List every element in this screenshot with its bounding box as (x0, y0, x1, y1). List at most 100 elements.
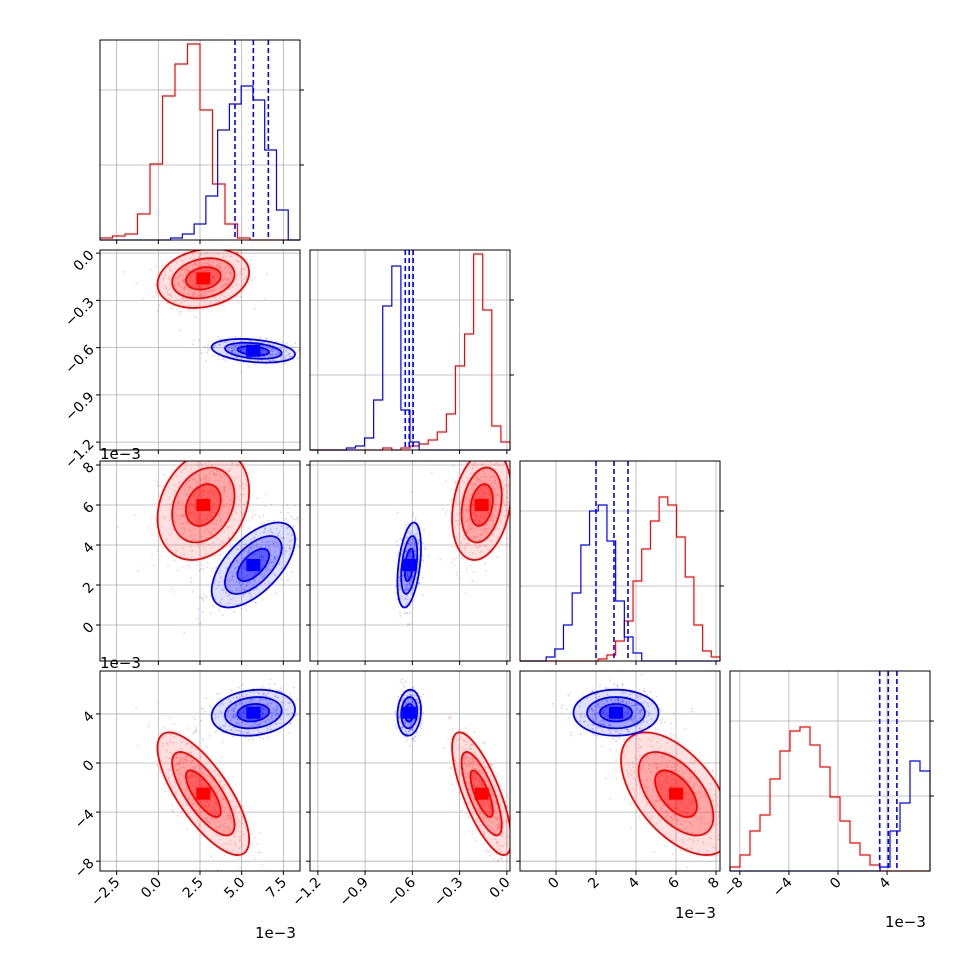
x-tick-label: 4 (876, 874, 894, 892)
blue-sample-point (262, 699, 265, 701)
blue-sample-point (408, 553, 411, 556)
blue-sample-point (260, 707, 263, 710)
blue-sample-point (251, 705, 254, 708)
blue-sample-point (401, 575, 404, 578)
red-sample-point (224, 278, 226, 280)
blue-sample-point (236, 587, 238, 590)
red-sample-point (202, 785, 205, 787)
blue-sample-point (257, 692, 260, 695)
blue-sample-point (293, 518, 296, 521)
blue-sample-point (398, 611, 401, 613)
red-sample-point (169, 503, 171, 506)
blue-sample-point (302, 724, 304, 726)
blue-sample-point (231, 351, 234, 354)
red-sample-point (483, 481, 486, 484)
blue-sample-point (412, 737, 415, 740)
red-sample-point (196, 512, 199, 515)
red-sample-point (240, 845, 243, 848)
red-sample-point (629, 737, 632, 740)
blue-sample-point (282, 358, 285, 361)
red-sample-point (479, 515, 482, 518)
red-sample-point (199, 488, 201, 491)
blue-sample-point (636, 704, 639, 706)
red-sample-point (476, 514, 479, 517)
blue-sample-point (240, 349, 243, 352)
red-sample-point (201, 778, 204, 781)
red-sample-point (190, 467, 193, 470)
blue-sample-point (408, 555, 411, 557)
red-sample-point (222, 270, 225, 273)
blue-sample-point (268, 583, 271, 585)
red-sample-point (507, 501, 509, 504)
red-sample-point (192, 775, 194, 777)
blue-sample-point (262, 737, 265, 740)
red-sample-point (475, 469, 478, 472)
red-sample-point (223, 278, 225, 280)
blue-sample-point (408, 623, 411, 625)
blue-sample-point (258, 723, 261, 726)
blue-sample-point (258, 723, 261, 726)
red-sample-point (173, 284, 176, 287)
red-sample-point (221, 292, 224, 295)
blue-sample-point (289, 547, 292, 550)
red-peak-cell (669, 787, 683, 800)
blue-sample-point (413, 550, 416, 553)
red-sample-point (178, 482, 181, 485)
red-sample-point (668, 751, 671, 754)
red-sample-point (208, 514, 210, 517)
red-sample-point (219, 266, 221, 269)
red-sample-point (204, 301, 207, 304)
red-sample-point (481, 487, 483, 489)
red-sample-point (220, 508, 223, 511)
red-sample-point (467, 525, 470, 528)
blue-sample-point (217, 716, 220, 718)
red-sample-point (663, 845, 666, 848)
blue-sample-point (600, 723, 603, 726)
red-sample-point (653, 850, 656, 853)
red-sample-point (704, 829, 707, 832)
blue-sample-point (244, 730, 247, 733)
red-sample-point (210, 856, 213, 858)
blue-sample-point (404, 524, 407, 527)
histogram-frame-3 (729, 670, 931, 872)
red-sample-point (223, 829, 226, 832)
red-sample-point (654, 763, 657, 765)
red-sample-point (213, 789, 216, 792)
red-sample-point (639, 738, 642, 741)
blue-sample-point (603, 702, 605, 705)
red-sample-point (204, 475, 207, 478)
blue-sample-point (254, 572, 256, 575)
blue-sample-point (206, 351, 209, 354)
red-sample-point (217, 266, 219, 269)
red-sample-point (666, 775, 669, 778)
blue-sample-point (243, 566, 246, 569)
red-sample-point (483, 485, 486, 488)
red-sample-point (447, 716, 450, 719)
red-sample-point (258, 831, 261, 834)
red-sample-point (729, 872, 731, 874)
red-sample-point (702, 842, 705, 845)
red-sample-point (197, 762, 199, 765)
blue-sample-point (402, 542, 405, 545)
red-sample-point (181, 759, 183, 762)
red-sample-point (195, 520, 198, 523)
red-sample-point (453, 759, 456, 762)
red-sample-point (638, 755, 641, 757)
red-sample-point (484, 479, 486, 482)
red-sample-point (211, 818, 214, 821)
red-sample-point (473, 764, 476, 766)
red-sample-point (160, 737, 163, 740)
red-sample-point (193, 503, 196, 506)
red-sample-point (685, 805, 688, 808)
red-sample-point (190, 577, 193, 580)
red-sample-point (191, 772, 194, 774)
red-sample-point (208, 511, 211, 514)
red-sample-point (490, 514, 493, 517)
red-sample-point (170, 296, 173, 299)
blue-sample-point (599, 705, 602, 708)
red-sample-point (206, 562, 209, 564)
red-sample-point (214, 288, 216, 291)
red-sample-point (166, 455, 168, 457)
red-sample-point (232, 849, 235, 852)
red-sample-point (230, 272, 233, 275)
